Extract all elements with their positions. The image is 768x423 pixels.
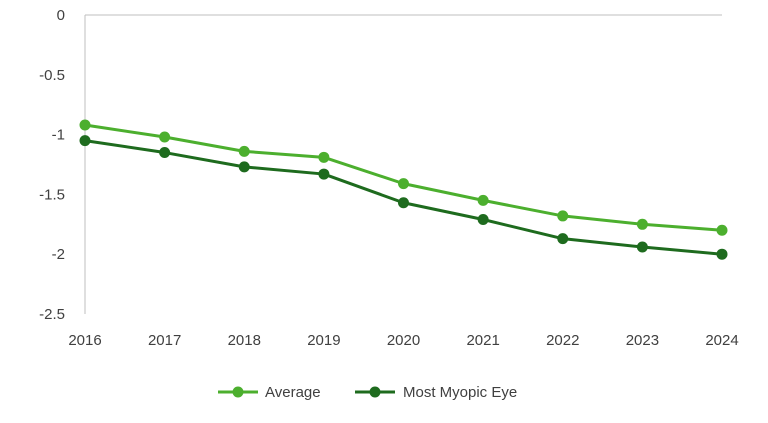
legend-marker xyxy=(232,386,244,398)
data-point xyxy=(79,119,91,131)
series-2 xyxy=(79,135,728,260)
y-tick-label: -0.5 xyxy=(39,67,65,84)
data-point xyxy=(318,168,330,180)
x-tick-label: 2019 xyxy=(307,332,340,349)
x-tick-label: 2016 xyxy=(68,332,101,349)
x-axis-ticks: 2016 2017 2018 2019 2020 2021 2022 2023 2024 xyxy=(68,332,738,349)
x-tick-label: 2021 xyxy=(466,332,499,349)
data-point xyxy=(557,210,569,222)
x-tick-label: 2018 xyxy=(228,332,261,349)
y-tick-label: -2.5 xyxy=(39,306,65,323)
legend-label: Average xyxy=(265,384,321,401)
data-point xyxy=(477,214,489,226)
y-tick-label: -1.5 xyxy=(39,186,65,203)
data-point xyxy=(398,197,409,209)
data-point xyxy=(477,194,489,206)
x-tick-label: 2024 xyxy=(705,332,738,349)
x-tick-label: 2023 xyxy=(626,332,659,349)
legend-label: Most Myopic Eye xyxy=(403,384,517,401)
legend: Average Most Myopic Eye xyxy=(218,384,517,401)
series-1 xyxy=(79,119,728,236)
data-point xyxy=(398,178,409,190)
plot-area xyxy=(79,119,728,260)
data-point xyxy=(716,248,728,260)
series-line xyxy=(84,123,723,232)
y-axis-ticks: 0 -0.5 -1 -1.5 -2 -2.5 xyxy=(39,7,65,323)
data-point xyxy=(238,145,250,157)
data-point xyxy=(318,151,330,163)
data-point xyxy=(716,224,728,236)
data-point xyxy=(238,161,250,173)
y-tick-label: -2 xyxy=(52,246,65,263)
x-tick-label: 2017 xyxy=(148,332,181,349)
data-point xyxy=(159,131,171,143)
x-tick-label: 2020 xyxy=(387,332,420,349)
y-tick-label: 0 xyxy=(57,7,65,24)
y-tick-label: -1 xyxy=(52,127,65,144)
legend-item: Most Myopic Eye xyxy=(355,384,517,401)
x-tick-label: 2022 xyxy=(546,332,579,349)
data-point xyxy=(557,233,569,245)
legend-item: Average xyxy=(218,384,321,401)
data-point xyxy=(636,218,648,230)
data-point xyxy=(159,147,171,159)
data-point xyxy=(79,135,91,147)
legend-marker xyxy=(369,386,381,398)
data-point xyxy=(636,241,648,253)
